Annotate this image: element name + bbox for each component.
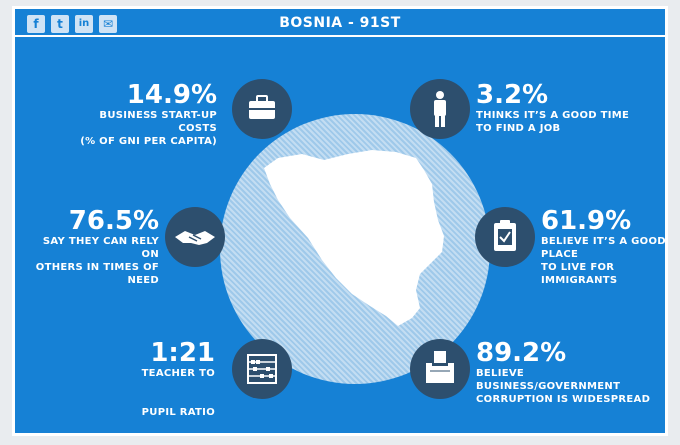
stat-teacher-pupil-ratio: 1:21 TEACHER TO <box>115 339 215 380</box>
stat-rely-on-others: 76.5% SAY THEY CAN RELY ON OTHERS IN TIM… <box>35 207 159 287</box>
ballot-box-icon <box>410 339 470 399</box>
stat-label-line1: BELIEVE BUSINESS/GOVERNMENT <box>476 368 621 392</box>
stat-good-place-immigrants: 61.9% BELIEVE IT’S A GOOD PLACE TO LIVE … <box>541 206 666 287</box>
stat-label-line1: TEACHER TO <box>141 368 215 379</box>
person-icon <box>410 79 470 139</box>
abacus-icon <box>232 339 292 399</box>
stat-value: 61.9% <box>541 206 632 236</box>
header-divider <box>15 35 665 37</box>
stat-value: 14.9% <box>126 80 217 110</box>
stat-label-line2: OTHERS IN TIMES OF NEED <box>35 262 159 286</box>
stat-label-line2: TO FIND A JOB <box>476 123 561 134</box>
stat-value: 1:21 <box>150 338 215 368</box>
stat-startup-costs: 14.9% BUSINESS START-UP COSTS (% OF GNI … <box>75 81 217 148</box>
stat-teacher-pupil-ratio-line2: PUPIL RATIO <box>115 406 215 419</box>
email-icon[interactable]: ✉ <box>99 15 117 33</box>
briefcase-icon <box>232 79 292 139</box>
header-bar: f t in ✉ BOSNIA - 91ST <box>15 9 665 39</box>
stat-corruption: 89.2% BELIEVE BUSINESS/GOVERNMENT CORRUP… <box>476 338 665 406</box>
stat-label-line1: THINKS IT’S A GOOD TIME <box>476 110 630 121</box>
twitter-icon[interactable]: t <box>51 15 69 33</box>
stat-value: 3.2% <box>476 80 549 110</box>
facebook-icon[interactable]: f <box>27 15 45 33</box>
page-title: BOSNIA - 91ST <box>279 15 401 31</box>
stat-label-line1: SAY THEY CAN RELY ON <box>42 236 159 260</box>
stat-label-line1: BUSINESS START-UP COSTS <box>99 110 217 134</box>
handshake-icon <box>165 207 225 267</box>
bosnia-map-shape <box>264 150 444 326</box>
stat-value: 76.5% <box>68 206 159 236</box>
stat-label-line1: BELIEVE IT’S A GOOD PLACE <box>541 236 666 260</box>
stat-label-line2: TO LIVE FOR IMMIGRANTS <box>541 262 618 286</box>
linkedin-icon[interactable]: in <box>75 15 93 33</box>
stat-label-line2: CORRUPTION IS WIDESPREAD <box>476 394 651 405</box>
stat-label-line2: PUPIL RATIO <box>141 407 215 418</box>
stat-good-time-job: 3.2% THINKS IT’S A GOOD TIME TO FIND A J… <box>476 81 656 135</box>
stat-value: 89.2% <box>476 338 567 368</box>
stat-label-line2: (% OF GNI PER CAPITA) <box>80 136 217 147</box>
clipboard-icon <box>475 207 535 267</box>
infographic-panel: f t in ✉ BOSNIA - 91ST 14.9% BUSINESS ST… <box>12 6 668 436</box>
